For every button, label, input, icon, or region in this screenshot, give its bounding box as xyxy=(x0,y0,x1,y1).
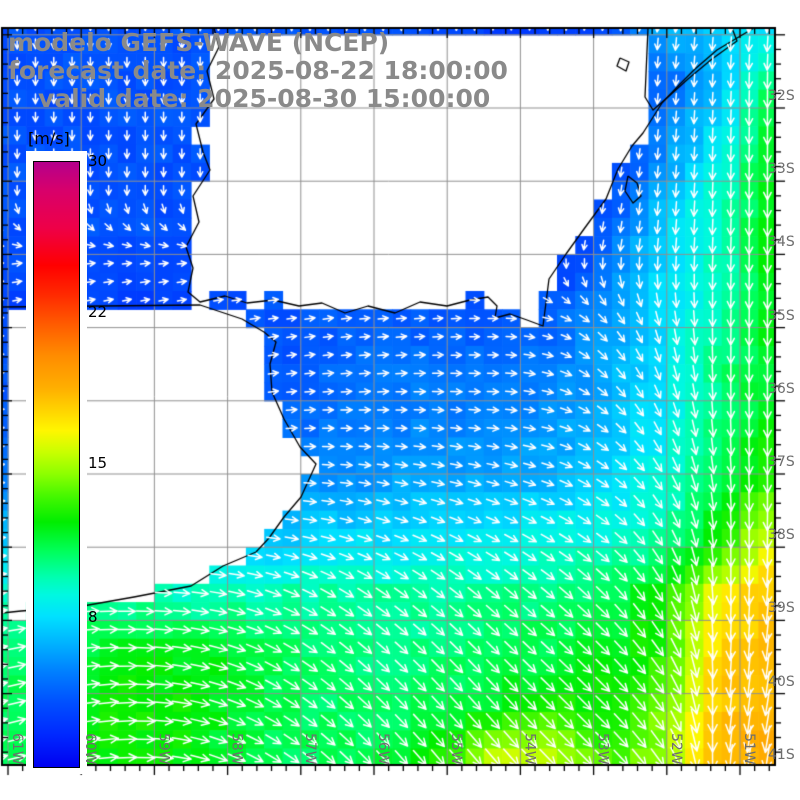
colorbar-tick-label: 8 xyxy=(88,608,98,626)
longitude-label: 52W xyxy=(667,733,684,765)
valid-date: valid date: 2025-08-30 15:00:00 xyxy=(38,84,491,113)
latitude-label: 37S xyxy=(768,454,795,470)
longitude-label: 60W xyxy=(82,733,99,765)
longitude-label: 53W xyxy=(594,733,611,765)
longitude-label: 54W xyxy=(521,733,538,765)
latitude-label: 32S xyxy=(768,88,795,104)
colorbar-tick-label: 30 xyxy=(88,152,108,170)
longitude-label: 58W xyxy=(228,733,245,765)
forecast-date: forecast date: 2025-08-22 18:00:00 xyxy=(8,56,508,85)
latitude-label: 35S xyxy=(768,307,795,324)
latitude-label: 38S xyxy=(768,527,795,544)
model-title: modelo GEFS-WAVE (NCEP) xyxy=(8,28,390,57)
longitude-label: 57W xyxy=(301,733,318,765)
longitude-label: 59W xyxy=(155,733,172,765)
colorbar-unit-label: [m/s] xyxy=(28,129,70,148)
longitude-label: 56W xyxy=(375,733,391,765)
latitude-label: 39S xyxy=(768,600,795,617)
colorbar-gradient xyxy=(33,161,80,768)
latitude-label: 36S xyxy=(768,380,795,397)
colorbar-tick-label: 22 xyxy=(88,303,108,321)
longitude-label: 51W xyxy=(741,733,757,765)
longitude-label: 55W xyxy=(448,733,465,765)
latitude-label: 33S xyxy=(768,161,795,178)
longitude-label: 61W xyxy=(9,733,25,765)
latitude-label: 34S xyxy=(768,234,795,251)
latitude-label: 40S xyxy=(768,673,795,690)
latitude-label: 41S xyxy=(768,746,795,763)
colorbar-tick-label: 15 xyxy=(88,454,108,472)
